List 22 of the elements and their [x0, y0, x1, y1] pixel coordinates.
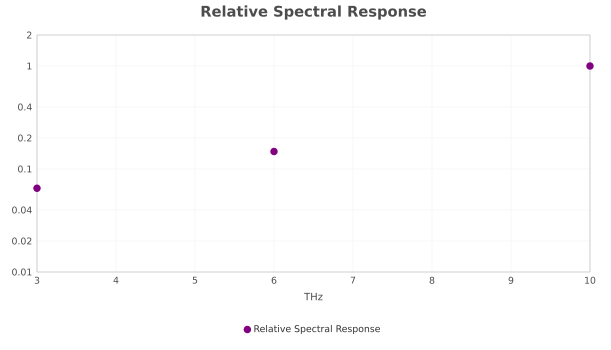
x-tick-label: 10	[585, 276, 596, 284]
legend-label: Relative Spectral Response	[254, 324, 380, 334]
y-tick-label: 2	[27, 32, 32, 38]
x-tick-label: 5	[192, 276, 198, 284]
point	[33, 184, 41, 192]
x-tick-label: 7	[350, 276, 356, 284]
point	[270, 148, 278, 156]
x-tick-label: 4	[114, 276, 118, 284]
x-tick-label: 6	[272, 276, 276, 284]
x-axis-title: THz	[304, 292, 322, 300]
x-tick-label: 9	[508, 276, 514, 284]
y-tick-label: 0.2	[18, 134, 32, 142]
y-tick-label: 0.01	[12, 268, 32, 276]
y-tick-label: 0.04	[12, 206, 32, 214]
point	[586, 62, 594, 70]
chart-title: Relative Spectral Response	[202, 5, 426, 20]
x-tick-label: 8	[430, 276, 434, 284]
x-tick-label: 3	[34, 276, 40, 284]
y-tick-label: 0.1	[18, 165, 32, 173]
y-tick-label: 0.02	[12, 237, 32, 245]
y-tick-label: 1	[27, 62, 32, 70]
y-tick-label: 0.4	[18, 103, 32, 111]
